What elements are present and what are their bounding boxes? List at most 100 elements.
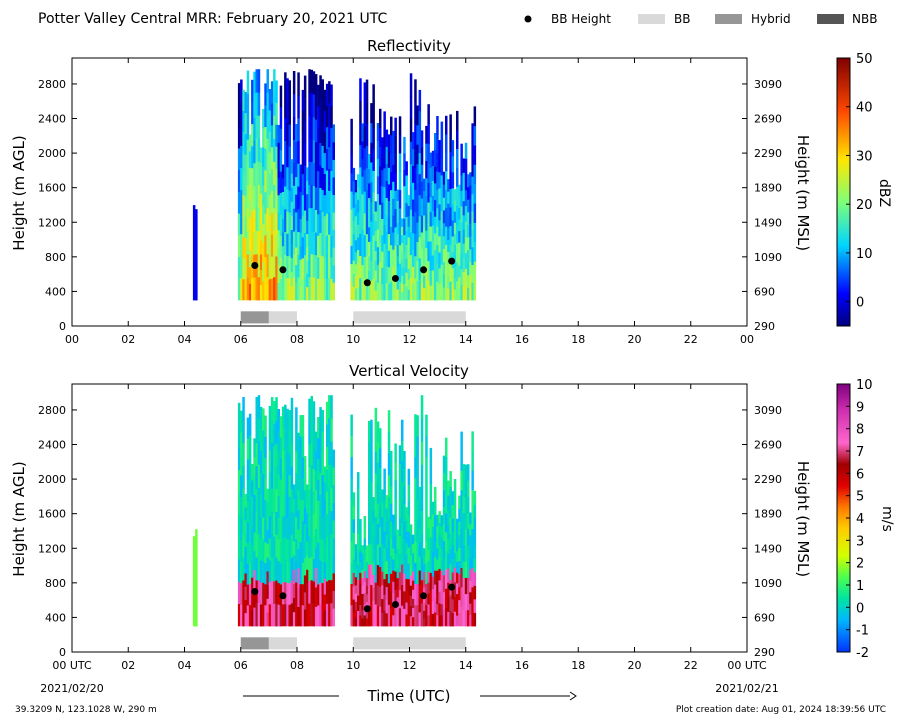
reflectivity-heatmap-cell	[195, 209, 198, 219]
reflectivity-heatmap-cell	[372, 213, 375, 236]
reflectivity-heatmap-cell	[284, 72, 287, 96]
reflectivity-heatmap-cell	[323, 173, 327, 196]
reflectivity-heatmap-cell	[352, 181, 356, 195]
reflectivity-heatmap-cell	[321, 167, 324, 190]
reflectivity-heatmap-cell	[270, 256, 274, 279]
footer-creation-date: Plot creation date: Aug 01, 2024 18:39:5…	[675, 705, 886, 715]
vertical-velocity-heatmap-cell	[398, 553, 402, 573]
reflectivity-heatmap-cell	[357, 262, 360, 276]
vertical-velocity-heatmap-cell	[319, 582, 322, 605]
vertical-velocity-heatmap-cell	[451, 585, 455, 600]
reflectivity-heatmap-cell	[312, 277, 316, 301]
reflectivity-heatmap-cell	[319, 277, 322, 301]
reflectivity-heatmap-cell	[368, 227, 371, 242]
reflectivity-heatmap-cell	[303, 143, 307, 166]
vertical-velocity-heatmap-cell	[303, 541, 307, 559]
vertical-velocity-heatmap-cell	[361, 609, 364, 619]
vertical-velocity-colorbar-tick-label: 9	[856, 400, 864, 415]
vertical-velocity-heatmap-cell	[453, 479, 457, 494]
vertical-velocity-heatmap-cell	[310, 511, 313, 535]
reflectivity-xtick-label: 00	[65, 333, 79, 346]
reflectivity-heatmap-cell	[409, 186, 413, 210]
reflectivity-heatmap-cell	[370, 122, 373, 143]
vertical-velocity-heatmap-cell	[456, 529, 459, 541]
vertical-velocity-heatmap-cell	[453, 508, 457, 524]
vertical-velocity-heatmap-cell	[418, 612, 422, 627]
vertical-velocity-heatmap-cell	[425, 414, 428, 436]
reflectivity-heatmap-cell	[195, 254, 198, 264]
reflectivity-heatmap-cell	[303, 210, 307, 233]
vertical-velocity-heatmap-cell	[240, 583, 243, 605]
reflectivity-heatmap-cell	[352, 273, 356, 288]
vertical-velocity-heatmap-cell	[350, 541, 353, 563]
reflectivity-heatmap-cell	[325, 191, 329, 214]
reflectivity-heatmap-cell	[392, 283, 395, 301]
reflectivity-heatmap-cell	[387, 250, 391, 268]
reflectivity-heatmap-cell	[469, 197, 472, 211]
reflectivity-heatmap-cell	[328, 212, 331, 235]
vertical-velocity-heatmap-cell	[281, 560, 285, 583]
reflectivity-heatmap-cell	[447, 263, 450, 277]
vertical-velocity-heatmap-cell	[398, 608, 402, 627]
vertical-velocity-xtick-label: 22	[684, 659, 698, 672]
reflectivity-heatmap-cell	[409, 118, 413, 142]
reflectivity-heatmap-cell	[383, 262, 386, 282]
reflectivity-heatmap-cell	[277, 265, 280, 283]
vertical-velocity-heatmap-cell	[244, 533, 247, 547]
vertical-velocity-heatmap-cell	[423, 571, 426, 580]
reflectivity-xtick-label: 08	[290, 333, 304, 346]
reflectivity-heatmap-cell	[374, 270, 378, 281]
vertical-velocity-heatmap-cell	[409, 544, 413, 556]
reflectivity-heatmap-cell	[255, 207, 258, 232]
vertical-velocity-heatmap-cell	[390, 538, 393, 557]
reflectivity-heatmap-cell	[392, 130, 395, 149]
reflectivity-heatmap-cell	[266, 277, 269, 301]
vertical-velocity-heatmap-cell	[376, 482, 380, 504]
vertical-velocity-heatmap-cell	[240, 561, 243, 584]
vertical-velocity-heatmap-cell	[458, 547, 461, 562]
vertical-velocity-heatmap-cell	[253, 607, 256, 627]
vertical-velocity-heatmap-cell	[365, 553, 369, 562]
reflectivity-heatmap-cell	[290, 215, 294, 230]
reflectivity-heatmap-cell	[370, 241, 373, 261]
vertical-velocity-heatmap-cell	[376, 544, 380, 566]
reflectivity-heatmap-cell	[301, 110, 305, 133]
reflectivity-heatmap-cell	[460, 190, 463, 207]
vertical-velocity-colorbar-tick-label: 4	[856, 512, 864, 527]
vertical-velocity-heatmap-cell	[312, 468, 316, 492]
reflectivity-heatmap-cell	[442, 197, 446, 211]
reflectivity-heatmap-cell	[416, 163, 419, 184]
reflectivity-heatmap-cell	[242, 131, 245, 154]
vertical-velocity-heatmap-cell	[273, 446, 276, 469]
vertical-velocity-heatmap-cell	[325, 446, 329, 470]
vertical-velocity-heatmap-cell	[290, 443, 294, 467]
figure-title: Potter Valley Central MRR: February 20, …	[38, 11, 387, 27]
vertical-velocity-heatmap-cell	[374, 516, 378, 539]
vertical-velocity-heatmap-cell	[292, 569, 296, 584]
vertical-velocity-heatmap-cell	[385, 586, 389, 601]
vertical-velocity-heatmap-cell	[251, 512, 254, 530]
reflectivity-heatmap-cell	[195, 236, 198, 246]
reflectivity-heatmap-cell	[297, 277, 300, 301]
vertical-velocity-heatmap-cell	[374, 407, 378, 430]
vertical-velocity-heatmap-cell	[379, 566, 382, 587]
reflectivity-heatmap-cell	[310, 161, 313, 186]
reflectivity-heatmap-cell	[456, 205, 459, 225]
vertical-velocity-heatmap-cell	[270, 442, 274, 466]
reflectivity-heatmap-cell	[277, 125, 280, 143]
reflectivity-heatmap-cell	[288, 190, 291, 213]
reflectivity-heatmap-cell	[387, 200, 391, 218]
reflectivity-heatmap-cell	[436, 189, 439, 209]
vertical-velocity-heatmap-cell	[442, 472, 446, 490]
reflectivity-heatmap-cell	[195, 227, 198, 237]
reflectivity-heatmap-cell	[464, 158, 468, 175]
reflectivity-heatmap-cell	[264, 148, 267, 171]
vertical-velocity-heatmap-cell	[383, 484, 386, 501]
vertical-velocity-heatmap-cell	[295, 494, 298, 517]
vertical-velocity-heatmap-cell	[401, 419, 404, 441]
vertical-velocity-heatmap-cell	[292, 484, 296, 499]
reflectivity-heatmap-cell	[306, 273, 309, 288]
vertical-velocity-heatmap-cell	[253, 457, 256, 477]
vertical-velocity-heatmap-cell	[445, 513, 448, 533]
reflectivity-heatmap-cell	[460, 159, 463, 176]
